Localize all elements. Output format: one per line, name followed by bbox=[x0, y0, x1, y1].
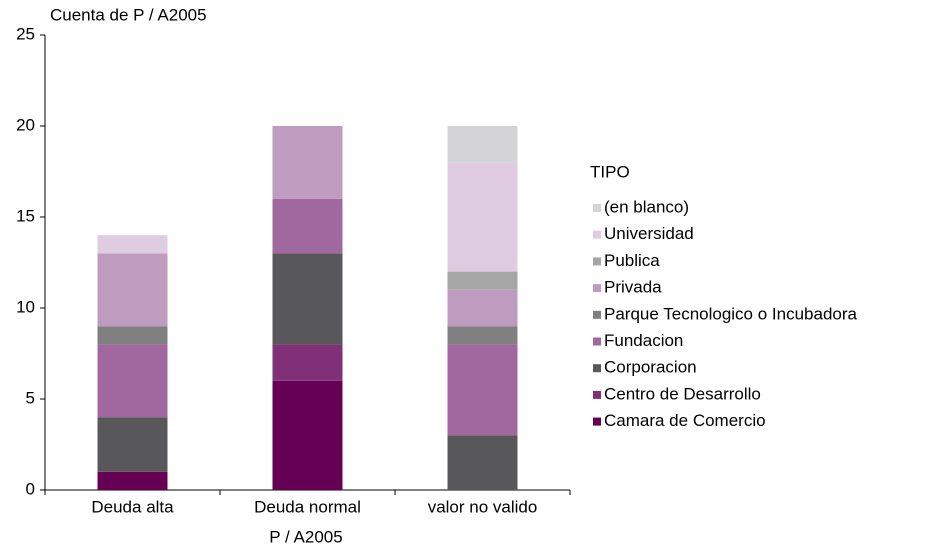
bar-segment bbox=[272, 198, 343, 254]
y-tick-label: 15 bbox=[16, 206, 35, 225]
bar-segment bbox=[97, 235, 168, 254]
bar-segment bbox=[447, 289, 518, 327]
legend-swatch bbox=[593, 337, 601, 346]
legend-label: Publica bbox=[604, 251, 660, 270]
bar-segment bbox=[97, 326, 168, 345]
legend-swatch bbox=[593, 204, 601, 212]
legend-swatch bbox=[593, 310, 601, 319]
legend-label: Universidad bbox=[604, 224, 694, 243]
bar-segment bbox=[447, 435, 518, 490]
bar-segment bbox=[97, 417, 168, 472]
y-tick-label: 5 bbox=[26, 388, 35, 407]
bar-segment bbox=[97, 344, 168, 418]
legend-swatch bbox=[593, 417, 601, 426]
x-tick-label: valor no valido bbox=[428, 497, 538, 516]
y-tick-label: 10 bbox=[16, 297, 35, 316]
legend-label: Corporacion bbox=[604, 358, 697, 377]
bar-segment bbox=[272, 253, 343, 345]
y-tick-label: 0 bbox=[26, 479, 35, 498]
y-tick-label: 20 bbox=[16, 115, 35, 134]
bar-segment bbox=[447, 326, 518, 345]
bar-segment bbox=[97, 471, 168, 490]
bar-segment bbox=[447, 271, 518, 290]
legend-label: Parque Tecnologico o Incubadora bbox=[604, 304, 858, 323]
legend-title: TIPO bbox=[590, 162, 630, 181]
x-axis-title: P / A2005 bbox=[269, 527, 342, 546]
x-tick-label: Deuda alta bbox=[91, 497, 174, 516]
legend-label: (en blanco) bbox=[604, 197, 689, 216]
y-tick-label: 25 bbox=[16, 24, 35, 43]
legend-swatch bbox=[593, 257, 601, 266]
legend-label: Camara de Comercio bbox=[604, 411, 766, 430]
chart-title: Cuenta de P / A2005 bbox=[50, 5, 207, 24]
bar-segment bbox=[272, 126, 343, 199]
bar-segment bbox=[447, 126, 518, 163]
legend-swatch bbox=[593, 364, 601, 373]
legend-label: Privada bbox=[604, 278, 662, 297]
bar-segment bbox=[447, 344, 518, 436]
legend-label: Centro de Desarrollo bbox=[604, 384, 761, 403]
legend-label: Fundacion bbox=[604, 331, 683, 350]
bar-segment bbox=[272, 344, 343, 381]
bar-segment bbox=[447, 162, 518, 272]
legend-swatch bbox=[593, 230, 601, 239]
legend-swatch bbox=[593, 284, 601, 293]
bar-segment bbox=[272, 380, 343, 490]
x-tick-label: Deuda normal bbox=[254, 497, 361, 516]
legend-swatch bbox=[593, 390, 601, 399]
bar-segment bbox=[97, 253, 168, 327]
